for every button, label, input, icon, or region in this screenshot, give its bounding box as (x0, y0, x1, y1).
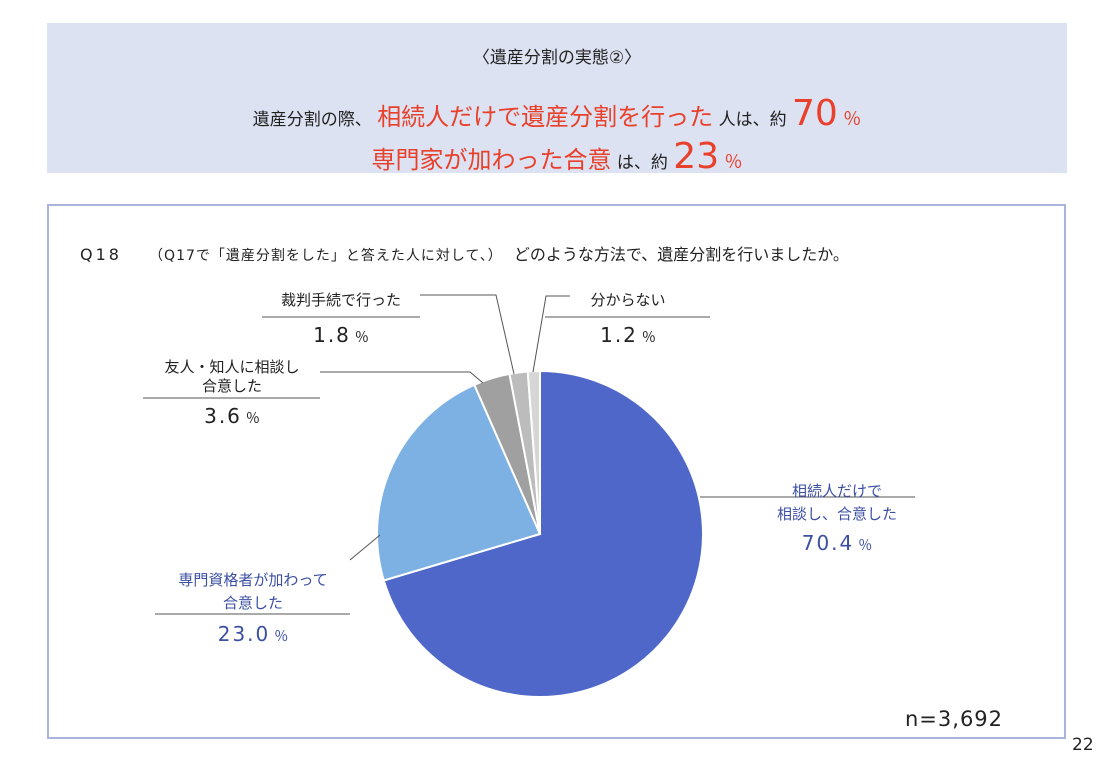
slice-value-0: 70.4 ％ (802, 531, 873, 555)
slice-label-1-1: 合意した (223, 594, 283, 612)
banner-line-1: 遺産分割の際、 相続人だけで遺産分割を行った 人は、約 70 ％ (47, 93, 1067, 134)
slice-label-2-1: 合意した (202, 377, 262, 395)
slice-label-4-0: 分からない (590, 291, 665, 309)
slice-value-4: 1.2 ％ (600, 323, 656, 347)
banner-line-1-post: 人は、約 (718, 110, 787, 130)
banner-line-2-unit: ％ (724, 152, 743, 173)
slice-label-1-0: 専門資格者が加わって (178, 571, 327, 589)
sample-size: n=3,692 (905, 707, 1004, 731)
pie-slice-0 (382, 369, 704, 698)
banner-line-2-post: は、約 (616, 153, 668, 173)
banner-line-2-value: 23 (673, 136, 720, 177)
pie-slice-1 (376, 383, 542, 582)
slice-label-0-1: 相談し、合意した (777, 505, 897, 523)
slice-label-0-0: 相続人だけで (792, 482, 882, 500)
question-number: Q18 (80, 245, 122, 264)
banner-line-2: 専門家が加わった合意 は、約 23 ％ (47, 136, 1067, 177)
pie-slice-4 (526, 369, 541, 535)
leader-line-2 (320, 371, 484, 384)
slice-label-2-0: 友人・知人に相談し (164, 358, 299, 376)
question-prefix: （Q17で「遺産分割をした」と答えた人に対して、） (149, 248, 503, 264)
slice-label-3-0: 裁判手続で行った (281, 291, 401, 309)
slice-value-1: 23.0 ％ (218, 622, 289, 646)
banner-line-1-pre: 遺産分割の際、 (252, 110, 372, 130)
leader-line-4 (532, 295, 570, 373)
slice-value-3: 1.8 ％ (313, 323, 369, 347)
banner-line-1-value: 70 (792, 93, 838, 134)
question-body: どのような方法で、遺産分割を行いましたか。 (513, 245, 849, 264)
banner-line-1-unit: ％ (843, 109, 862, 130)
banner-subtitle: 〈遺産分割の実態②〉 (472, 48, 642, 68)
question-text: Q18 （Q17で「遺産分割をした」と答えた人に対して、） どのような方法で、遺… (80, 241, 849, 265)
page-number: 22 (1072, 735, 1094, 755)
leader-line-3 (420, 294, 515, 375)
slice-value-2: 3.6 ％ (204, 404, 260, 428)
summary-banner: 〈遺産分割の実態②〉 遺産分割の際、 相続人だけで遺産分割を行った 人は、約 7… (47, 23, 1067, 177)
leader-line-1 (349, 534, 381, 561)
banner-line-2-highlight: 専門家が加わった合意 (371, 146, 612, 174)
banner-line-1-highlight: 相続人だけで遺産分割を行った (377, 103, 714, 131)
